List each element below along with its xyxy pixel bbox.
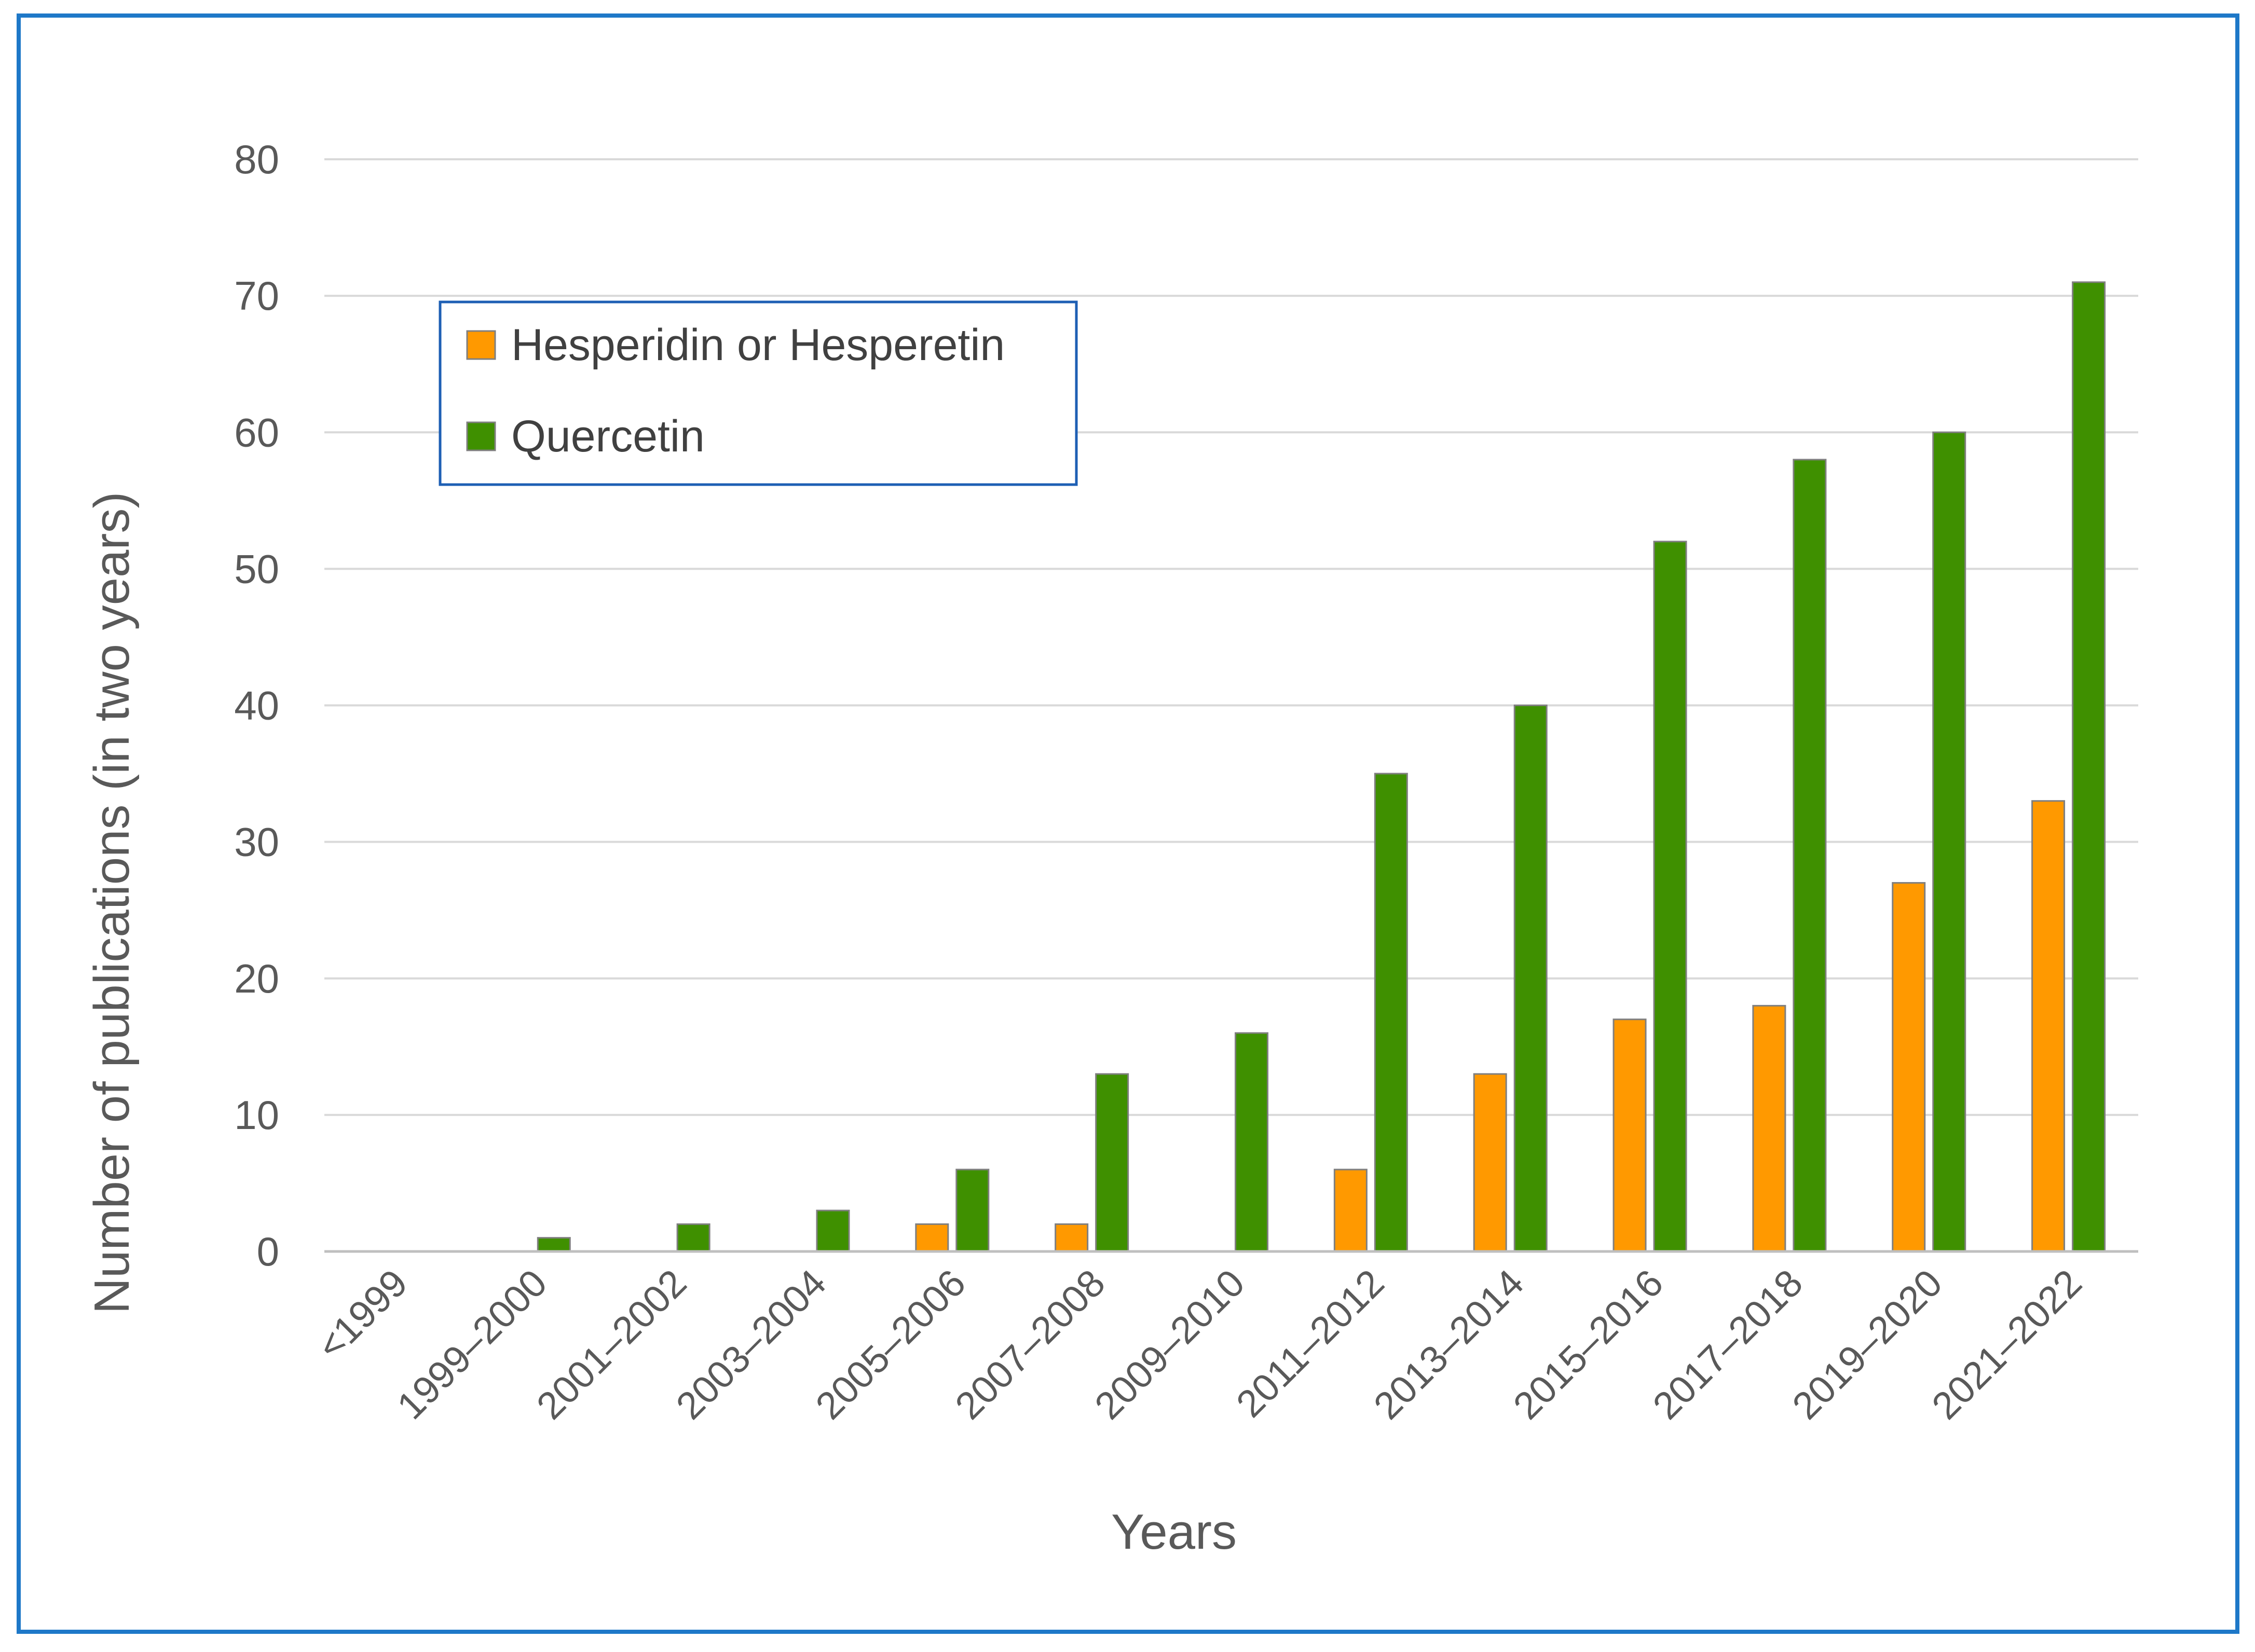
legend: Hesperidin or Hesperetin Quercetin xyxy=(439,300,1078,486)
legend-swatch-quercetin xyxy=(466,421,496,451)
bar-quercetin-6 xyxy=(1235,1032,1268,1252)
y-tick-label: 80 xyxy=(234,136,279,182)
bar-quercetin-4 xyxy=(955,1168,990,1252)
y-tick-label: 20 xyxy=(234,956,279,1001)
bar-hesperidin-9 xyxy=(1612,1018,1647,1252)
legend-swatch-hesperidin xyxy=(466,330,496,360)
bar-quercetin-11 xyxy=(1932,431,1966,1252)
bar-quercetin-3 xyxy=(816,1209,850,1252)
y-axis-title: Number of publications (in two years) xyxy=(84,492,140,1314)
x-axis-title: Years xyxy=(1111,1504,1237,1560)
bars xyxy=(537,281,2106,1252)
y-tick-label: 0 xyxy=(257,1229,279,1274)
bar-hesperidin-10 xyxy=(1752,1004,1786,1252)
bar-quercetin-2 xyxy=(676,1223,710,1252)
bar-hesperidin-5 xyxy=(1055,1223,1089,1252)
legend-label-quercetin: Quercetin xyxy=(511,411,705,461)
y-axis-ticks: 0 10 20 30 40 50 60 70 80 xyxy=(234,136,279,1274)
legend-label-hesperidin: Hesperidin or Hesperetin xyxy=(511,320,1005,370)
y-tick-label: 10 xyxy=(234,1092,279,1138)
bar-quercetin-10 xyxy=(1793,459,1827,1252)
bar-hesperidin-4 xyxy=(915,1223,949,1252)
legend-box xyxy=(439,300,1078,486)
bar-hesperidin-7 xyxy=(1333,1168,1368,1252)
bar-quercetin-8 xyxy=(1513,705,1548,1252)
y-tick-label: 70 xyxy=(234,273,279,319)
gridlines xyxy=(324,158,2138,1116)
bar-hesperidin-11 xyxy=(1892,882,1926,1252)
bar-quercetin-1 xyxy=(537,1237,571,1252)
bar-quercetin-12 xyxy=(2072,281,2106,1252)
y-tick-label: 60 xyxy=(234,409,279,455)
bar-quercetin-7 xyxy=(1374,773,1408,1252)
y-tick-label: 50 xyxy=(234,546,279,591)
bar-quercetin-5 xyxy=(1095,1073,1129,1252)
y-tick-label: 30 xyxy=(234,819,279,865)
bar-hesperidin-8 xyxy=(1473,1073,1507,1252)
bar-quercetin-9 xyxy=(1653,541,1687,1252)
y-tick-label: 40 xyxy=(234,683,279,728)
bar-hesperidin-12 xyxy=(2031,800,2066,1252)
outer-frame xyxy=(17,13,2239,1634)
